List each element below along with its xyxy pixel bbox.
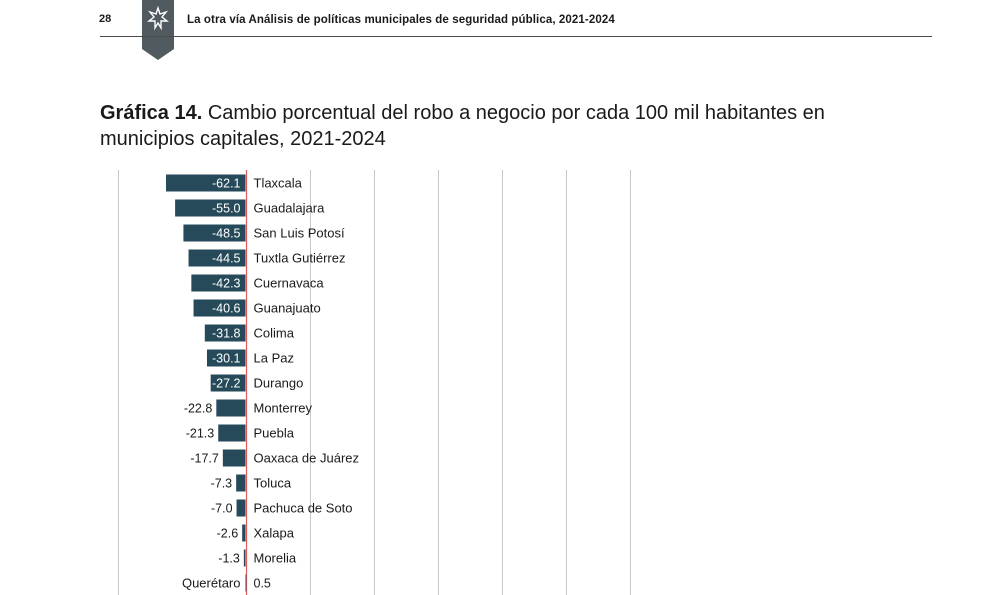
category-label: Xalapa xyxy=(254,526,295,541)
category-label: La Paz xyxy=(254,351,294,366)
value-label: -30.1 xyxy=(212,352,241,366)
running-title: La otra vía Análisis de políticas munici… xyxy=(187,14,615,26)
value-label: -2.6 xyxy=(217,527,239,541)
bar xyxy=(204,324,246,342)
value-label: -7.3 xyxy=(211,477,233,491)
bookmark-ribbon xyxy=(142,0,174,60)
value-label: -17.7 xyxy=(190,452,219,466)
bar xyxy=(191,274,246,292)
bar xyxy=(193,299,246,317)
category-label: Morelia xyxy=(254,551,297,566)
category-label: Tuxtla Gutiérrez xyxy=(254,251,346,266)
category-label: Monterrey xyxy=(254,401,313,416)
category-label: San Luis Potosí xyxy=(254,226,345,241)
bar xyxy=(166,174,246,192)
bar xyxy=(236,499,246,517)
bar xyxy=(216,399,246,417)
bar xyxy=(206,349,246,367)
category-label: Tlaxcala xyxy=(254,176,303,191)
chart-title-text: Cambio porcentual del robo a negocio por… xyxy=(100,102,825,150)
value-label: -1.3 xyxy=(218,552,240,566)
bar xyxy=(222,449,246,467)
chart-title-number: Gráfica 14. xyxy=(100,102,203,124)
bar xyxy=(188,249,246,267)
category-label: Cuernavaca xyxy=(254,276,325,291)
category-label: Querétaro xyxy=(182,576,241,591)
category-label: Pachuca de Soto xyxy=(254,501,353,516)
value-label: 0.5 xyxy=(254,577,271,591)
value-label: -31.8 xyxy=(212,327,241,341)
page-header: 28 La otra vía Análisis de políticas mun… xyxy=(0,0,992,60)
value-label: -40.6 xyxy=(212,302,241,316)
value-label: -7.0 xyxy=(211,502,233,516)
bar xyxy=(218,424,246,442)
category-label: Puebla xyxy=(254,426,295,441)
bar xyxy=(242,524,246,542)
category-label: Durango xyxy=(254,376,304,391)
chart-title: Gráfica 14. Cambio porcentual del robo a… xyxy=(100,100,920,152)
value-label: -42.3 xyxy=(212,277,241,291)
bar xyxy=(175,199,246,217)
page-number: 28 xyxy=(99,13,112,25)
value-label: -21.3 xyxy=(186,427,215,441)
value-label: -55.0 xyxy=(212,202,241,216)
bar xyxy=(243,549,246,567)
category-label: Colima xyxy=(254,326,295,341)
category-label: Guanajuato xyxy=(254,301,321,316)
value-label: -27.2 xyxy=(212,377,241,391)
header-divider xyxy=(100,36,932,37)
star-burst-icon xyxy=(147,5,169,31)
bar xyxy=(236,474,246,492)
category-label: Oaxaca de Juárez xyxy=(254,451,360,466)
value-label: -44.5 xyxy=(212,252,241,266)
category-label: Guadalajara xyxy=(254,201,326,216)
value-label: -22.8 xyxy=(184,402,213,416)
bar xyxy=(210,374,246,392)
category-label: Toluca xyxy=(254,476,292,491)
value-label: -62.1 xyxy=(212,177,241,191)
value-label: -48.5 xyxy=(212,227,241,241)
bar xyxy=(183,224,246,242)
bar xyxy=(245,574,247,592)
